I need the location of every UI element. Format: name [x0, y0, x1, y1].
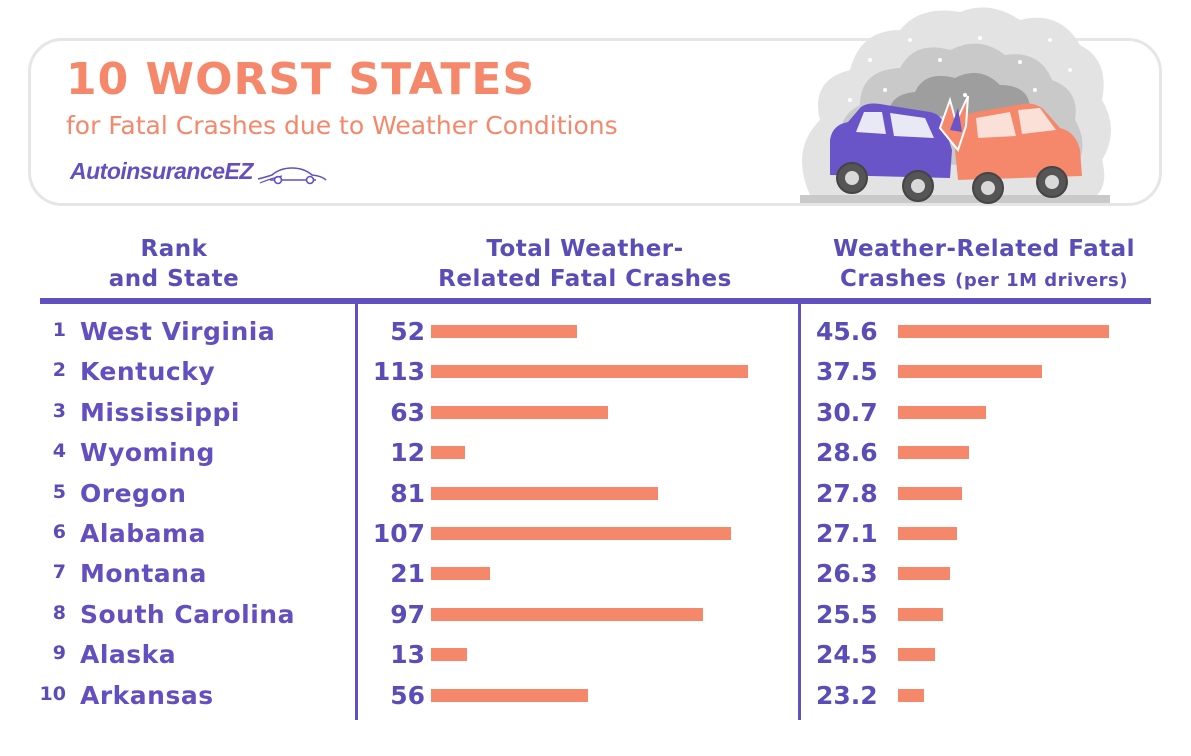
total-crashes-label: 113 — [373, 359, 425, 384]
rate-column-header: Weather-Related Fatal Crashes (per 1M dr… — [806, 234, 1162, 296]
state-name: Alabama — [80, 521, 206, 546]
total-crashes-bar — [431, 648, 467, 661]
rate-label: 24.5 — [816, 642, 878, 667]
total-crashes-label: 56 — [390, 683, 425, 708]
table-row: 9 Alaska 13 24.5 — [0, 639, 1191, 679]
table-row: 3 Mississippi 63 30.7 — [0, 397, 1191, 437]
total-crashes-bar — [431, 567, 490, 580]
total-crashes-label: 12 — [390, 440, 425, 465]
table-row: 4 Wyoming 12 28.6 — [0, 437, 1191, 477]
total-crashes-bar — [431, 406, 608, 419]
total-crashes-label: 13 — [390, 642, 425, 667]
total-crashes-bar — [431, 527, 731, 540]
rate-bar — [898, 567, 950, 580]
rate-bar — [898, 689, 924, 702]
rank-number: 8 — [30, 604, 66, 623]
rate-label: 30.7 — [816, 400, 878, 425]
brand-logo: AutoinsuranceEZ — [70, 160, 253, 183]
car-crash-illustration — [790, 0, 1120, 210]
total-crashes-label: 107 — [373, 521, 425, 546]
state-name: Mississippi — [80, 400, 240, 425]
state-name: Wyoming — [80, 440, 215, 465]
total-column-header: Total Weather- Related Fatal Crashes — [400, 234, 770, 294]
table-row: 7 Montana 21 26.3 — [0, 558, 1191, 598]
state-name: West Virginia — [80, 319, 275, 344]
state-name: South Carolina — [80, 602, 295, 627]
total-crashes-label: 63 — [390, 400, 425, 425]
rate-bar — [898, 365, 1042, 378]
rank-number: 10 — [30, 685, 66, 704]
total-crashes-label: 97 — [390, 602, 425, 627]
rate-label: 37.5 — [816, 359, 878, 384]
rank-number: 9 — [30, 644, 66, 663]
rank-number: 3 — [30, 402, 66, 421]
total-crashes-label: 81 — [390, 481, 425, 506]
rank-number: 6 — [30, 523, 66, 542]
rank-column-header: Rank and State — [94, 234, 254, 294]
total-crashes-label: 21 — [390, 561, 425, 586]
total-crashes-label: 52 — [390, 319, 425, 344]
car-outline-icon — [256, 164, 328, 186]
rate-bar — [898, 608, 943, 621]
rank-number: 4 — [30, 442, 66, 461]
table-row: 1 West Virginia 52 45.6 — [0, 316, 1191, 356]
rate-bar — [898, 406, 986, 419]
rank-number: 7 — [30, 563, 66, 582]
rank-number: 2 — [30, 361, 66, 380]
rate-label: 23.2 — [816, 683, 878, 708]
total-crashes-bar — [431, 446, 465, 459]
total-crashes-bar — [431, 689, 588, 702]
rate-bar — [898, 648, 935, 661]
table-row: 10 Arkansas 56 23.2 — [0, 680, 1191, 720]
rate-label: 27.1 — [816, 521, 878, 546]
rate-label: 25.5 — [816, 602, 878, 627]
chart-subtitle: for Fatal Crashes due to Weather Conditi… — [66, 113, 618, 138]
total-crashes-bar — [431, 365, 748, 378]
state-name: Arkansas — [80, 683, 214, 708]
rate-bar — [898, 446, 969, 459]
state-name: Montana — [80, 561, 207, 586]
rank-number: 1 — [30, 321, 66, 340]
header-divider — [40, 298, 1151, 304]
rate-bar — [898, 325, 1109, 338]
state-name: Oregon — [80, 481, 186, 506]
rate-bar — [898, 527, 957, 540]
rank-number: 5 — [30, 483, 66, 502]
table-row: 5 Oregon 81 27.8 — [0, 478, 1191, 518]
table-row: 2 Kentucky 113 37.5 — [0, 356, 1191, 396]
state-name: Alaska — [80, 642, 176, 667]
rate-label: 45.6 — [816, 319, 878, 344]
chart-title: 10 WORST STATES — [66, 58, 535, 102]
rate-label: 28.6 — [816, 440, 878, 465]
total-crashes-bar — [431, 487, 658, 500]
rate-bar — [898, 487, 962, 500]
total-crashes-bar — [431, 325, 577, 338]
rate-label: 27.8 — [816, 481, 878, 506]
rate-label: 26.3 — [816, 561, 878, 586]
state-name: Kentucky — [80, 359, 215, 384]
table-row: 8 South Carolina 97 25.5 — [0, 599, 1191, 639]
total-crashes-bar — [431, 608, 703, 621]
table-row: 6 Alabama 107 27.1 — [0, 518, 1191, 558]
